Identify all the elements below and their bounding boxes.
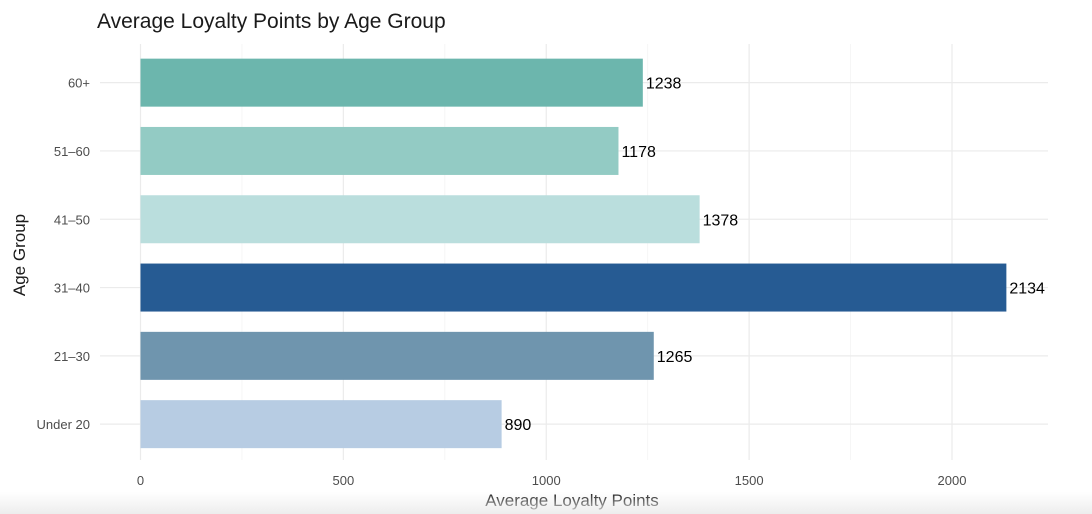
y-tick-label: 21–30 [54, 349, 90, 364]
x-tick-label: 2000 [938, 473, 967, 488]
bar-value-label: 1178 [621, 144, 656, 161]
x-tick-label: 1000 [532, 473, 561, 488]
bar-31-40 [140, 263, 1007, 312]
bar-value-label: 1238 [646, 76, 682, 93]
bar-21-30 [140, 331, 654, 380]
x-tick-label: 1500 [735, 473, 764, 488]
x-tick-label: 500 [333, 473, 355, 488]
y-tick-label: 51–60 [54, 144, 90, 159]
x-axis-tick-labels: 0 500 1000 1500 2000 [137, 473, 967, 488]
bar-51-60 [140, 126, 619, 175]
bar-value-label: 890 [505, 417, 532, 434]
bar-value-label: 1378 [703, 212, 739, 229]
x-tick-label: 0 [137, 473, 144, 488]
bar-60- [140, 58, 643, 107]
y-tick-label: 41–50 [54, 212, 90, 227]
bars [140, 58, 1007, 449]
bar-under-20 [140, 400, 502, 449]
y-tick-label: Under 20 [37, 417, 90, 432]
y-axis-title: Age Group [10, 214, 29, 296]
bar-value-label: 2134 [1009, 281, 1045, 298]
bar-value-label: 1265 [657, 349, 693, 366]
chart-title: Average Loyalty Points by Age Group [97, 10, 446, 33]
data-labels: 1238 1178 1378 2134 1265 890 [505, 76, 1045, 434]
y-axis-tick-labels: 60+ 51–60 41–50 31–40 21–30 Under 20 [37, 76, 90, 432]
x-axis-title: Average Loyalty Points [485, 491, 659, 510]
bar-41-50 [140, 195, 700, 244]
y-tick-label: 31–40 [54, 281, 90, 296]
y-tick-label: 60+ [68, 76, 90, 91]
